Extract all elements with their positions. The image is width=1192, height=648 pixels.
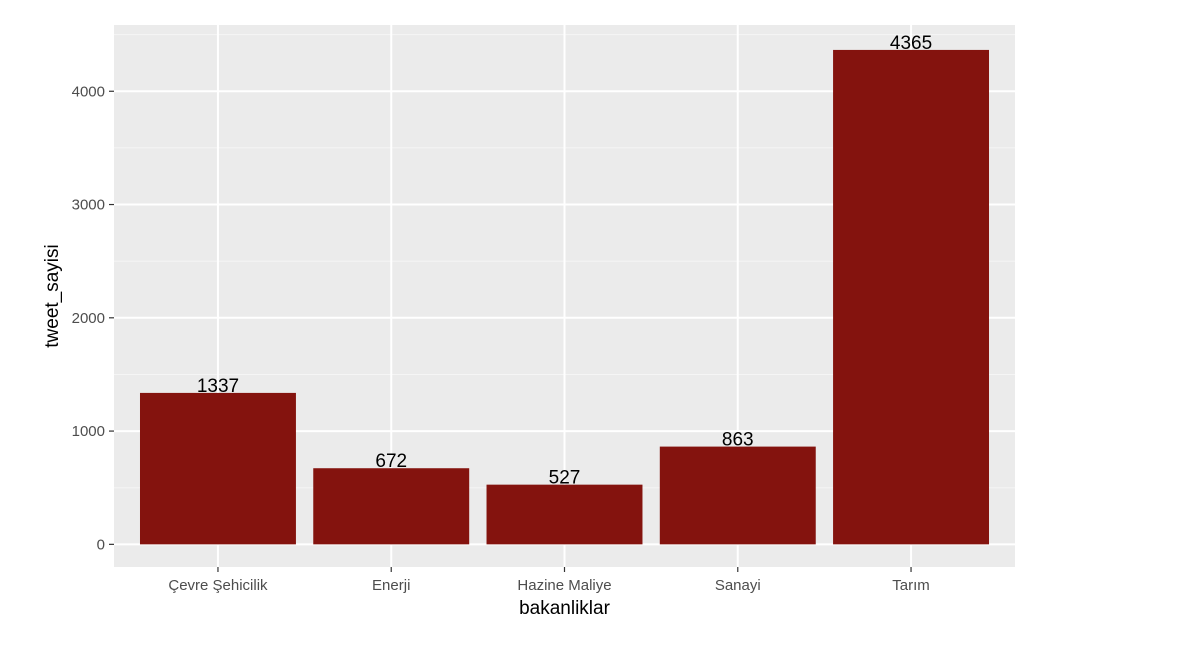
y-tick-label: 4000 xyxy=(72,83,105,100)
y-tick-label: 1000 xyxy=(72,423,105,440)
bar-value-label: 527 xyxy=(549,468,581,489)
x-axis: Çevre Şehicilik Enerji Hazine Maliye Sanayi… xyxy=(168,567,930,594)
bar-value-label: 863 xyxy=(722,430,754,451)
y-axis: 0 1000 2000 3000 4000 xyxy=(72,83,114,553)
y-tick-label: 2000 xyxy=(72,310,105,327)
y-tick-label: 0 xyxy=(97,536,105,553)
y-axis-title: tweet_sayisi xyxy=(42,244,63,348)
x-tick-label: Hazine Maliye xyxy=(517,577,611,594)
x-tick-label: Çevre Şehicilik xyxy=(168,577,268,594)
bar xyxy=(659,446,816,545)
x-tick-label: Sanayi xyxy=(715,577,761,594)
bar xyxy=(486,484,643,545)
bar xyxy=(313,468,470,545)
bars xyxy=(139,49,990,545)
y-tick-label: 3000 xyxy=(72,197,105,214)
bar-value-label: 1337 xyxy=(197,376,239,397)
x-tick-label: Enerji xyxy=(372,577,410,594)
x-tick-label: Tarım xyxy=(892,577,930,594)
bar xyxy=(833,49,990,545)
bar xyxy=(139,392,296,545)
bar-value-label: 672 xyxy=(375,451,407,472)
data-labels: 1337 672 527 863 4365 xyxy=(197,33,932,489)
bar-value-label: 4365 xyxy=(890,33,932,54)
x-axis-title: bakanliklar xyxy=(519,598,610,619)
